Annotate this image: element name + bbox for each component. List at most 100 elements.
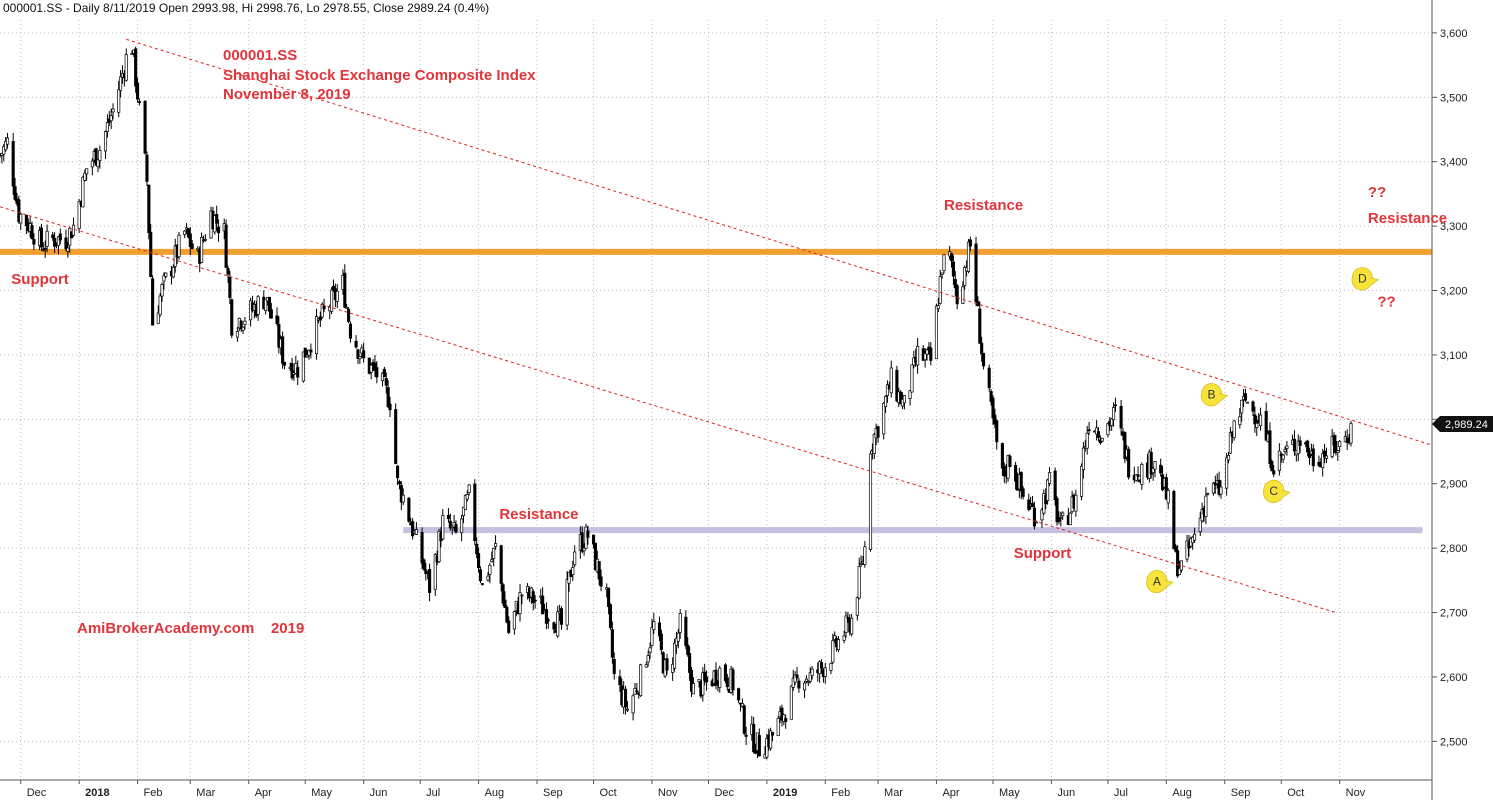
candle-body	[301, 351, 305, 382]
candle-body	[1068, 512, 1072, 526]
candle-body	[401, 494, 405, 503]
level-bands	[0, 248, 1432, 534]
candle-body	[1087, 429, 1091, 432]
annotation-label: ??	[1368, 184, 1386, 201]
annotation-label: Resistance	[499, 506, 578, 523]
candle-body	[1134, 474, 1138, 481]
candle-body	[520, 594, 524, 597]
candle-body	[1032, 507, 1036, 527]
candle-body	[754, 749, 758, 754]
candle-body	[347, 308, 351, 322]
chart-title-date: November 8, 2019	[223, 86, 351, 103]
candle-body	[1177, 568, 1182, 575]
candle-body	[354, 340, 358, 348]
candle-body	[953, 278, 957, 289]
candle-body	[1059, 516, 1063, 519]
x-tick-label: Nov	[1346, 787, 1366, 799]
candle-body	[53, 238, 57, 247]
candle-body	[910, 364, 914, 393]
candle-body	[1123, 431, 1127, 460]
candle-body	[1095, 427, 1099, 435]
candle-body	[541, 595, 545, 615]
candle-body	[665, 658, 669, 671]
candle-body	[1211, 482, 1215, 494]
candle-body	[1298, 440, 1302, 446]
candle-body	[884, 395, 888, 407]
candle-body	[657, 622, 662, 637]
candle-body	[17, 199, 21, 223]
candle-body	[899, 391, 903, 405]
candle-body	[1206, 492, 1210, 495]
candle-body	[30, 225, 34, 240]
candle-body	[1176, 550, 1180, 577]
candle-body	[725, 677, 729, 688]
candle-body	[776, 718, 780, 737]
candle-body	[463, 495, 467, 510]
candle-body	[987, 367, 991, 389]
candle-body	[1345, 437, 1349, 443]
candle-body	[678, 613, 682, 633]
marker-b: B	[1200, 383, 1229, 407]
candle-body	[475, 543, 479, 555]
marker-shape	[1200, 383, 1229, 407]
candle-body	[437, 531, 441, 563]
candle-body	[394, 409, 398, 464]
candle-body	[644, 664, 648, 668]
candle-body	[186, 228, 190, 238]
candle-body	[744, 734, 748, 737]
marker-label: D	[1358, 272, 1367, 286]
candle-body	[936, 305, 940, 309]
candle-body	[1225, 457, 1229, 489]
candle-body	[109, 115, 113, 122]
candle-body	[1008, 455, 1012, 467]
candle-body	[1306, 440, 1310, 453]
x-tick-label: Apr	[942, 787, 959, 799]
candle-body	[4, 141, 8, 151]
candle-body	[505, 606, 509, 623]
candle-body	[83, 172, 87, 181]
x-tick-label: Jun	[1057, 787, 1075, 799]
annotation-label: Support	[11, 271, 69, 288]
candle-body	[1296, 440, 1300, 454]
candle-body	[625, 708, 629, 711]
candle-body	[770, 732, 775, 736]
last-price-label: 2,989.24	[1445, 419, 1488, 431]
candle-body	[190, 243, 194, 249]
candle-body	[1336, 450, 1340, 453]
candle-body	[156, 312, 160, 324]
candle-body	[446, 514, 450, 520]
y-tick-label: 2,700	[1440, 608, 1468, 620]
marker-label: C	[1269, 484, 1278, 498]
candle-body	[863, 546, 867, 565]
candle-body	[1174, 546, 1178, 552]
candle-body	[414, 529, 418, 535]
candle-body	[303, 347, 307, 358]
candle-body	[145, 154, 149, 182]
candle-body	[358, 356, 362, 359]
candle-body	[916, 346, 920, 366]
candle-body	[1040, 509, 1044, 521]
candle-body	[1172, 490, 1176, 550]
candle-body	[296, 366, 300, 378]
x-tick-label: Dec	[714, 787, 734, 799]
candlestick-series	[0, 46, 1353, 760]
candle-body	[281, 336, 285, 364]
candle-body	[1307, 452, 1312, 459]
candle-body	[610, 629, 614, 658]
candle-body	[305, 354, 309, 358]
candle-body	[356, 349, 360, 359]
candle-body	[1251, 401, 1255, 412]
candle-body	[1277, 450, 1281, 471]
candle-body	[659, 633, 663, 651]
candle-body	[908, 390, 912, 399]
candle-body	[697, 679, 701, 683]
candle-body	[269, 309, 273, 319]
candle-body	[467, 484, 471, 493]
candle-body	[571, 567, 575, 576]
candle-body	[282, 362, 287, 366]
x-tick-label: Feb	[144, 787, 163, 799]
chart-title-name: Shanghai Stock Exchange Composite Index	[223, 67, 536, 84]
candle-body	[793, 674, 797, 683]
candle-body	[1238, 416, 1242, 426]
candle-body	[420, 532, 424, 564]
